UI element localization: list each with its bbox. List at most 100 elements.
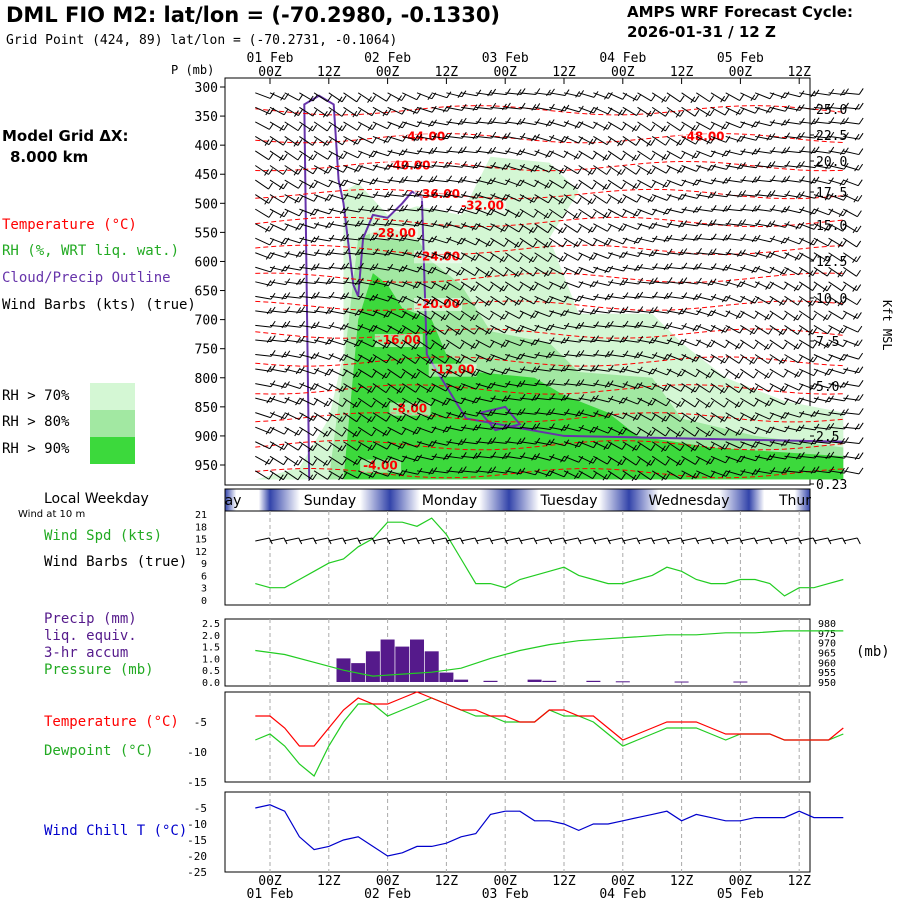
wind-barb [312, 444, 318, 451]
wind-barb [443, 453, 448, 461]
wind-barb [858, 88, 864, 95]
wind-barb [357, 426, 372, 437]
wind-barb [528, 227, 534, 234]
wind-barb [402, 412, 417, 421]
wind-barb [722, 234, 728, 242]
wind-barb [548, 283, 554, 290]
wind-barb [264, 458, 270, 466]
wind-barb [784, 354, 799, 364]
wind-barb [681, 397, 696, 408]
wind-barb [282, 153, 288, 161]
wind-barb [270, 320, 276, 328]
surface-wind-barb [534, 537, 549, 542]
wind-barb [475, 165, 492, 169]
wind-barb [283, 123, 289, 131]
wind-barb [299, 455, 313, 466]
wind-barb [710, 137, 716, 144]
wind-barb [504, 326, 510, 334]
wind-barb [293, 459, 299, 467]
wind-barb [387, 368, 402, 379]
legend-rh80-swatch [90, 410, 135, 437]
wind-barb [520, 132, 526, 140]
wind-barb [694, 123, 700, 131]
wind-barb [446, 236, 452, 244]
wind-barb [342, 166, 348, 173]
wind-barb [373, 309, 378, 316]
wind-barb [696, 208, 713, 212]
wind-barb [280, 94, 285, 101]
wind-barb [666, 470, 681, 480]
wind-barb [606, 197, 612, 204]
wind-barb [824, 369, 830, 376]
isotherm-label: -16.00 [378, 333, 421, 347]
wind-barb [446, 252, 462, 260]
wind-barb [490, 324, 505, 334]
wind-barb [353, 166, 359, 173]
wind-barb [268, 138, 274, 145]
wind-barb [519, 412, 536, 415]
wind-barb [694, 458, 700, 465]
wind-barb [415, 400, 421, 407]
wind-barb [763, 343, 769, 351]
wind-barb [387, 149, 393, 157]
wind-barb [652, 367, 658, 375]
wind-barb [503, 255, 509, 262]
top-time-label: 12Z [435, 65, 459, 80]
wind-barb [255, 179, 269, 190]
wind-barb [623, 306, 629, 313]
wind-barb [371, 457, 377, 464]
wind-barb [328, 106, 343, 117]
wind-barb [383, 311, 389, 319]
wind-barb [534, 368, 551, 372]
wind-barb [666, 295, 683, 300]
wind-barb [690, 445, 696, 452]
wind-barb [563, 368, 580, 372]
wind-barb [299, 165, 314, 175]
wind-barb [696, 205, 702, 213]
wind-barb [825, 103, 831, 111]
wind-barb [558, 255, 564, 263]
wind-barb [676, 401, 681, 408]
wind-barb [430, 312, 436, 320]
wind-barb [268, 197, 274, 204]
wind-barb [388, 176, 394, 184]
wind-barb [266, 336, 272, 343]
wind-barb [755, 208, 772, 212]
wind-barb [769, 223, 786, 228]
wind-barb [724, 94, 730, 102]
wind-barb [784, 383, 800, 391]
wind-barb [416, 455, 433, 461]
wind-barb [387, 223, 404, 226]
wind-barb [255, 441, 270, 450]
wind-barb [852, 285, 858, 292]
wind-barb [519, 383, 536, 387]
wind-barb [534, 106, 551, 111]
wind-barb [475, 426, 492, 430]
wind-barb [279, 444, 285, 451]
wind-barb [840, 409, 845, 417]
wind-barb [750, 414, 755, 422]
wind-barb [309, 182, 314, 189]
wind-barb [623, 335, 629, 343]
wind-barb [562, 268, 568, 276]
wind-barb [313, 181, 318, 188]
wind-barb [520, 467, 526, 475]
wind-barb [443, 191, 448, 199]
wind-barb [549, 237, 563, 248]
wind-barb [650, 444, 656, 451]
wind-barb [706, 138, 712, 145]
wind-barb [710, 165, 727, 170]
wind-barb [505, 165, 521, 171]
wind-barb [857, 339, 863, 346]
wind-barb [578, 121, 594, 129]
wind-barb [531, 104, 537, 111]
wind-barb [593, 310, 610, 314]
wind-barb [755, 179, 772, 183]
wind-barb [563, 135, 579, 144]
wind-barb [310, 264, 316, 271]
wind-barb [327, 138, 332, 146]
wind-barb [618, 428, 623, 436]
wind-barb [785, 190, 791, 197]
wind-barb [372, 470, 389, 477]
wind-barb [780, 237, 786, 245]
